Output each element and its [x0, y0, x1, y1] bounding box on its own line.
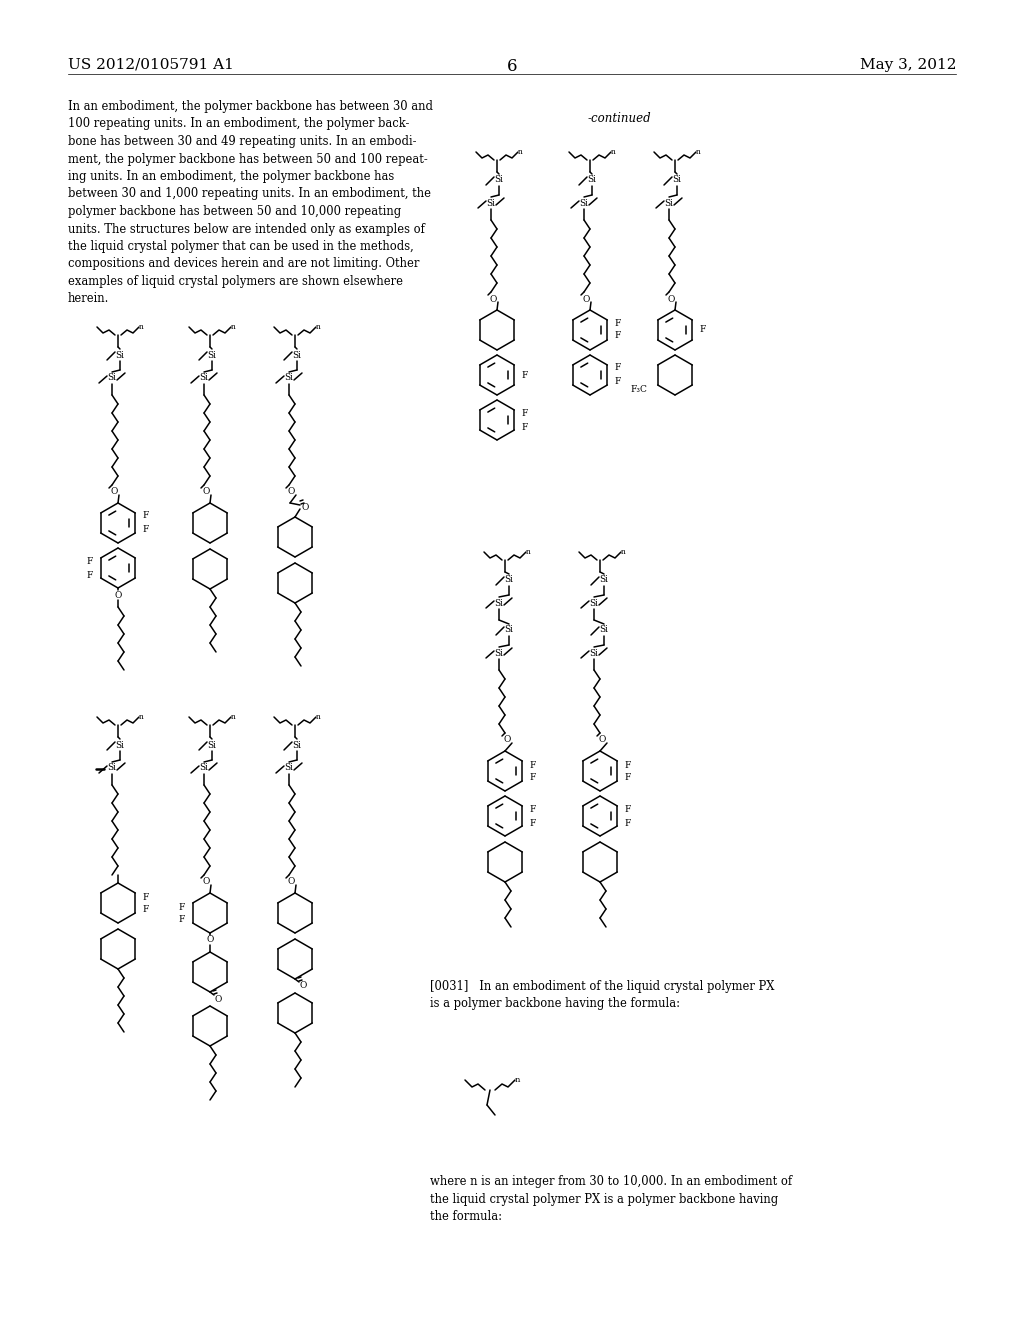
Text: F: F: [142, 904, 150, 913]
Text: O: O: [214, 994, 221, 1003]
Text: F: F: [87, 570, 93, 579]
Text: F: F: [522, 371, 528, 380]
Text: Si: Si: [200, 374, 209, 383]
Text: Si: Si: [495, 176, 504, 185]
Text: O: O: [288, 878, 295, 887]
Text: O: O: [489, 294, 497, 304]
Text: Si: Si: [293, 351, 301, 359]
Text: O: O: [115, 590, 122, 599]
Text: May 3, 2012: May 3, 2012: [859, 58, 956, 73]
Text: F: F: [87, 557, 93, 565]
Text: US 2012/0105791 A1: US 2012/0105791 A1: [68, 58, 233, 73]
Text: n: n: [525, 548, 530, 556]
Text: n: n: [695, 148, 700, 156]
Text: O: O: [111, 487, 118, 496]
Text: In an embodiment, the polymer backbone has between 30 and
100 repeating units. I: In an embodiment, the polymer backbone h…: [68, 100, 433, 305]
Text: Si: Si: [285, 374, 294, 383]
Text: Si: Si: [505, 576, 513, 585]
Text: Si: Si: [208, 741, 216, 750]
Text: O: O: [583, 294, 590, 304]
Text: Si: Si: [590, 598, 598, 607]
Text: F: F: [625, 818, 631, 828]
Text: F: F: [529, 818, 537, 828]
Text: Si: Si: [495, 598, 504, 607]
Text: -continued: -continued: [588, 111, 651, 124]
Text: n: n: [621, 548, 626, 556]
Text: n: n: [230, 323, 236, 331]
Text: O: O: [299, 982, 306, 990]
Text: Si: Si: [285, 763, 294, 772]
Text: O: O: [203, 487, 210, 496]
Text: Si: Si: [505, 626, 513, 635]
Text: Si: Si: [108, 374, 117, 383]
Text: O: O: [598, 735, 605, 744]
Text: O: O: [301, 503, 308, 511]
Text: O: O: [288, 487, 295, 496]
Text: F: F: [179, 915, 185, 924]
Text: O: O: [203, 878, 210, 887]
Text: n: n: [315, 713, 321, 721]
Text: F: F: [142, 525, 150, 535]
Text: Si: Si: [588, 176, 597, 185]
Text: Si: Si: [116, 741, 125, 750]
Text: F: F: [699, 326, 707, 334]
Text: Si: Si: [293, 741, 301, 750]
Text: O: O: [668, 294, 675, 304]
Text: Si: Si: [673, 176, 682, 185]
Text: where n is an integer from 30 to 10,000. In an embodiment of
the liquid crystal : where n is an integer from 30 to 10,000.…: [430, 1175, 793, 1224]
Text: n: n: [610, 148, 615, 156]
Text: Si: Si: [108, 763, 117, 772]
Text: F: F: [142, 511, 150, 520]
Text: F: F: [625, 760, 631, 770]
Text: F: F: [529, 760, 537, 770]
Text: Si: Si: [208, 351, 216, 359]
Text: Si: Si: [590, 648, 598, 657]
Text: Si: Si: [665, 198, 674, 207]
Text: [0031]   In an embodiment of the liquid crystal polymer PX
is a polymer backbone: [0031] In an embodiment of the liquid cr…: [430, 979, 774, 1011]
Text: n: n: [230, 713, 236, 721]
Text: F: F: [614, 363, 622, 372]
Text: F: F: [179, 903, 185, 912]
Text: n: n: [138, 713, 143, 721]
Text: n: n: [514, 1076, 520, 1084]
Text: n: n: [138, 323, 143, 331]
Text: Si: Si: [200, 763, 209, 772]
Text: F: F: [142, 892, 150, 902]
Text: F: F: [614, 319, 622, 329]
Text: F: F: [529, 804, 537, 813]
Text: Si: Si: [116, 351, 125, 359]
Text: Si: Si: [599, 576, 608, 585]
Text: F: F: [522, 408, 528, 417]
Text: n: n: [517, 148, 522, 156]
Text: F: F: [625, 772, 631, 781]
Text: F: F: [522, 422, 528, 432]
Text: F₃C: F₃C: [631, 385, 647, 395]
Text: O: O: [504, 735, 511, 744]
Text: 6: 6: [507, 58, 517, 75]
Text: F: F: [614, 378, 622, 387]
Text: Si: Si: [599, 626, 608, 635]
Text: O: O: [206, 936, 214, 945]
Text: F: F: [614, 331, 622, 341]
Text: Si: Si: [580, 198, 589, 207]
Text: Si: Si: [495, 648, 504, 657]
Text: F: F: [625, 804, 631, 813]
Text: n: n: [315, 323, 321, 331]
Text: Si: Si: [486, 198, 496, 207]
Text: F: F: [529, 772, 537, 781]
